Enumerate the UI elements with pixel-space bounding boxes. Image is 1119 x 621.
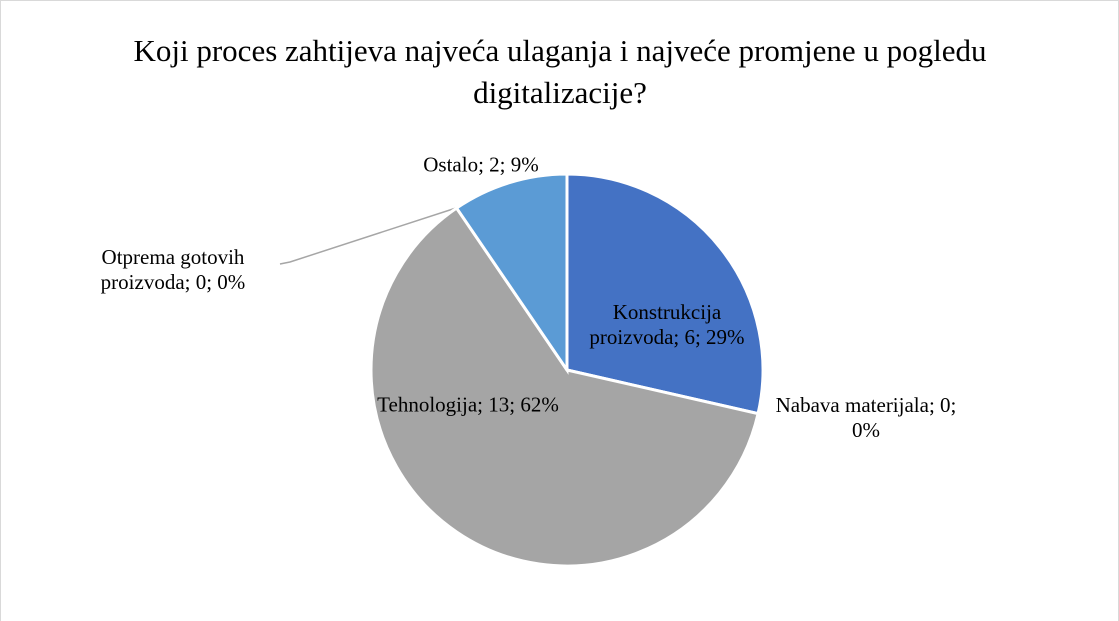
chart-title: Koji proces zahtijeva najveća ulaganja i… [133, 33, 987, 110]
data-label: Otprema gotovih proizvoda; 0; 0% [100, 245, 246, 294]
data-label: Konstrukcija proizvoda; 6; 29% [589, 300, 745, 349]
data-label: Nabava materijala; 0; 0% [775, 393, 957, 442]
data-label: Ostalo; 2; 9% [423, 152, 539, 177]
pie-slice [565, 172, 765, 416]
pie-slice [454, 172, 569, 375]
leader-line [279, 207, 457, 265]
pie-slice [369, 205, 760, 568]
data-label: Tehnologija; 13; 62% [377, 392, 559, 417]
